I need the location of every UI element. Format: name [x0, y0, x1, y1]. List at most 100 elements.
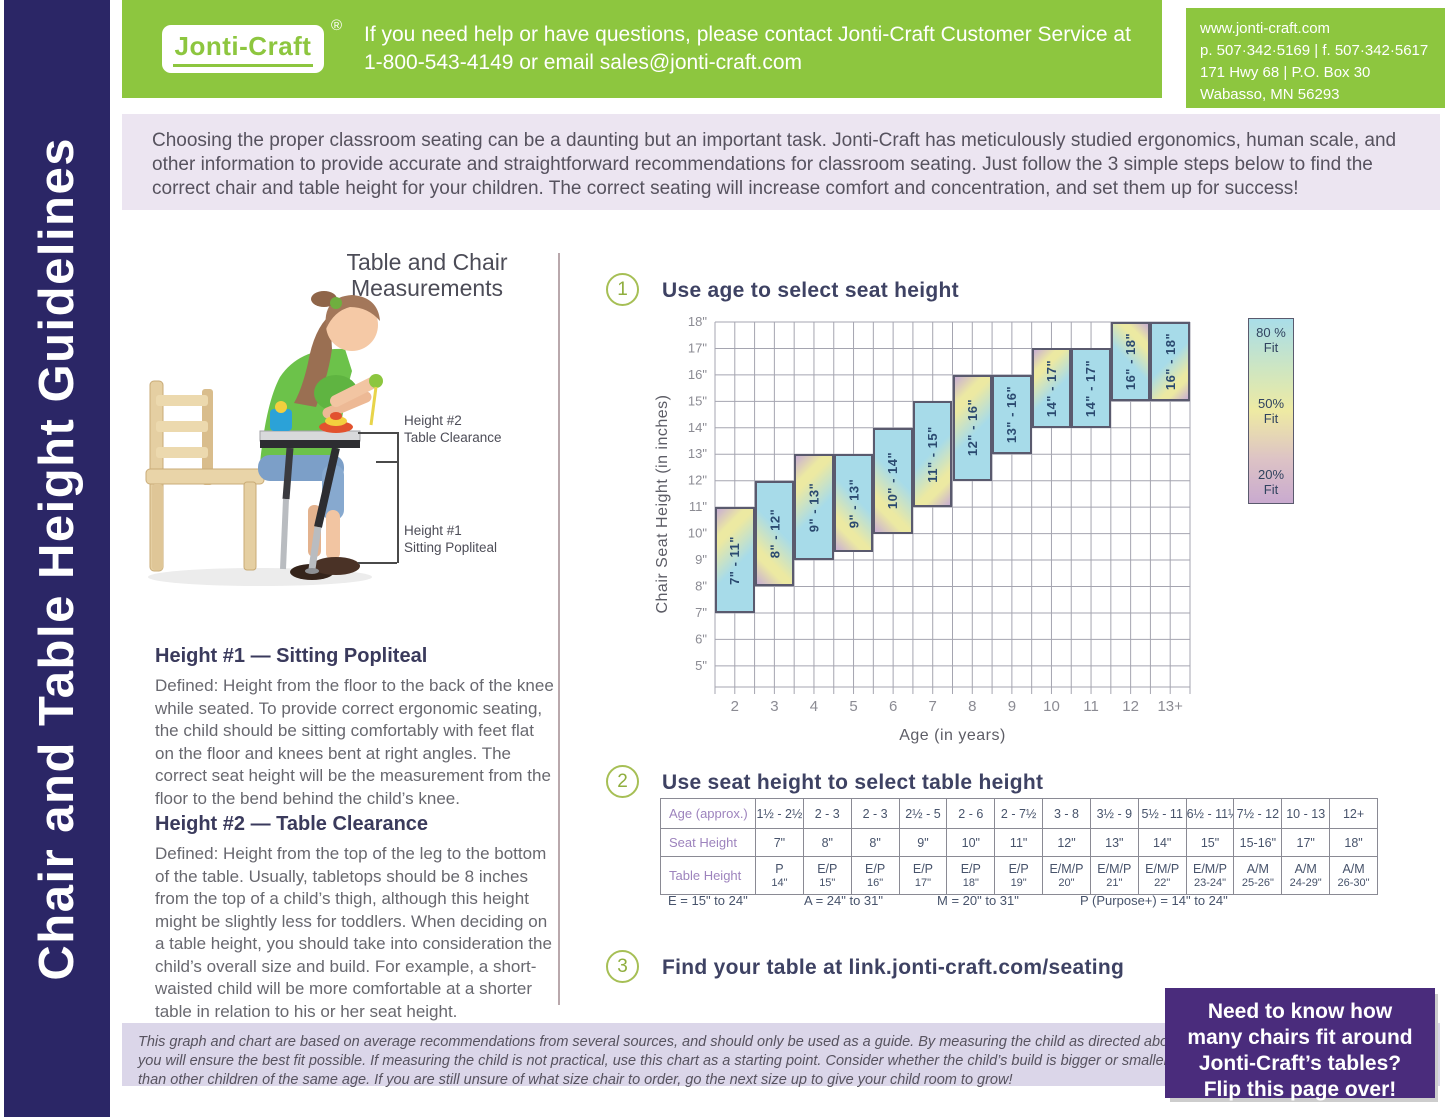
intro-paragraph: Choosing the proper classroom seating ca…: [122, 114, 1440, 210]
svg-text:6: 6: [889, 698, 897, 715]
table-cell: 1½ - 2½: [755, 798, 804, 829]
table-cell: E/P 19": [994, 856, 1044, 895]
table-cell: 17": [1281, 828, 1331, 857]
svg-text:17": 17": [688, 340, 707, 355]
table-cell: 3½ - 9: [1089, 798, 1139, 829]
seat-height-range-bar: 14" - 17": [1031, 348, 1072, 428]
range-bar-label: 10" - 14": [885, 452, 901, 510]
step-2-heading: Use seat height to select table height: [662, 771, 1044, 794]
table-footnotes: E = 15" to 24" A = 24" to 31" M = 20" to 3…: [0, 893, 1445, 913]
table-cell: 6½ - 11½: [1185, 798, 1235, 829]
table-cell: E/P 15": [802, 856, 852, 895]
table-cell: 11": [994, 828, 1044, 857]
seat-height-range-bar: 14" - 17": [1071, 348, 1111, 428]
height1-body: Defined: Height from the floor to the ba…: [155, 676, 554, 808]
step-1-badge: 1: [606, 273, 639, 306]
column-divider: [558, 253, 560, 1005]
svg-text:16": 16": [688, 367, 707, 382]
measurement-bracket-vertical-line: [397, 432, 399, 563]
svg-text:14": 14": [688, 420, 707, 435]
table-cell: A/M 24-29": [1281, 856, 1331, 895]
table-cell: 13": [1089, 828, 1139, 857]
range-bar-label: 8" - 12": [766, 508, 782, 559]
range-bar-label: 16" - 18": [1162, 333, 1178, 391]
table-cell: A/M 25-26": [1233, 856, 1283, 895]
range-bar-label: 12" - 16": [964, 399, 980, 457]
table-cell: 8": [802, 828, 852, 857]
svg-text:10": 10": [688, 526, 707, 541]
row-header: Age (approx.): [660, 798, 756, 829]
height2-heading: Height #2 — Table Clearance: [155, 813, 429, 835]
height2-body: Defined: Height from the top of the leg …: [155, 844, 552, 1021]
registered-trademark-icon: ®: [330, 17, 342, 34]
height1-callout-line2: Sitting Popliteal: [404, 540, 498, 555]
table-cell: 7": [755, 828, 804, 857]
jonti-craft-logo: Jonti-Craft ®: [162, 17, 342, 73]
svg-text:15": 15": [688, 393, 707, 408]
height1-heading: Height #1 — Sitting Popliteal: [155, 645, 428, 667]
svg-text:11: 11: [1083, 698, 1099, 715]
tabletop-leader-line: [358, 432, 397, 434]
sidebar: Chair and Table Height Guidelines: [4, 0, 110, 1117]
phone-fax-text: p. 507·342·5169 | f. 507·342·5617: [1200, 42, 1429, 59]
message-line-1: If you need help or have questions, plea…: [364, 23, 1131, 46]
table-cell: 10": [946, 828, 996, 857]
table-cell: 9": [898, 828, 948, 857]
website-text: www.jonti-craft.com: [1200, 20, 1331, 37]
range-bar-label: 14" - 17": [1043, 359, 1059, 417]
svg-text:7": 7": [695, 605, 707, 620]
svg-text:12": 12": [688, 473, 707, 488]
seat-height-range-bar: 12" - 16": [952, 374, 993, 481]
table-cell: E/M/P 20": [1042, 856, 1091, 895]
seat-leader-line: [376, 461, 397, 463]
table-cell: 12+: [1329, 798, 1378, 829]
range-bar-label: 11" - 15": [925, 425, 941, 483]
range-bar-label: 7" - 11": [727, 535, 743, 585]
table-cell: 14": [1137, 828, 1187, 857]
svg-text:18": 18": [688, 314, 707, 329]
svg-text:10: 10: [1043, 698, 1060, 715]
table-cell: 2 - 7½: [994, 798, 1044, 829]
range-bar-label: 9" - 13": [806, 482, 822, 532]
seat-height-range-bar: 11" - 15": [912, 401, 953, 508]
svg-text:13+: 13+: [1157, 698, 1183, 715]
table-row: Table Height P 14" E/P 15" E/P 16" E/P 17" E/P 18"…: [660, 856, 1378, 895]
step-2-badge: 2: [606, 765, 639, 798]
seat-height-range-bar: 16" - 18": [1110, 322, 1151, 402]
row-header: Table Height: [660, 856, 756, 895]
svg-text:12: 12: [1122, 698, 1139, 715]
measurements-title-line2: Measurements: [350, 275, 504, 301]
cta-line: many chairs fit around: [1187, 1026, 1413, 1049]
svg-text:4: 4: [810, 698, 818, 715]
legend-50-pct: 50%: [1257, 396, 1285, 411]
table-cell: 18": [1329, 828, 1378, 857]
range-bar-label: 16" - 18": [1123, 333, 1139, 391]
table-cell: 8": [850, 828, 900, 857]
table-cell: E/M/P 22": [1137, 856, 1187, 895]
logo-text: Jonti-Craft: [172, 31, 314, 67]
flip-page-callout: Need to know how many chairs fit around Jo…: [1165, 988, 1435, 1101]
seat-height-range-bar: 16" - 18": [1150, 322, 1190, 402]
cta-text: Need to know how many chairs fit around Jo…: [1165, 999, 1435, 1103]
measurements-title: Table and Chair Measurements: [312, 249, 542, 301]
table-footnote: E = 15" to 24": [668, 893, 748, 908]
table-row: Seat Height 7" 8" 8" 9" 10" 11" 12" 13" 14" 15" 15-…: [660, 828, 1378, 857]
floor-leader-line: [358, 562, 397, 564]
svg-text:3: 3: [770, 698, 778, 715]
cta-line: Need to know how: [1207, 1000, 1393, 1023]
svg-text:9": 9": [695, 552, 707, 567]
child-at-table-image: [145, 291, 383, 586]
table-footnote: P (Purpose+) = 14" to 24": [1080, 893, 1228, 908]
height1-callout: Height #1 Sitting Popliteal: [404, 522, 497, 556]
table-cell: 7½ - 12: [1233, 798, 1283, 829]
svg-text:5: 5: [849, 698, 857, 715]
seat-height-range-bar: 9" - 13": [833, 454, 874, 553]
seat-height-range-bar: 8" - 12": [754, 480, 795, 587]
page-title: Chair and Table Height Guidelines: [30, 136, 84, 981]
range-bar-label: 9" - 13": [846, 478, 862, 528]
legend-20-fit: 20% Fit: [1249, 467, 1293, 497]
row-header: Seat Height: [660, 828, 756, 857]
